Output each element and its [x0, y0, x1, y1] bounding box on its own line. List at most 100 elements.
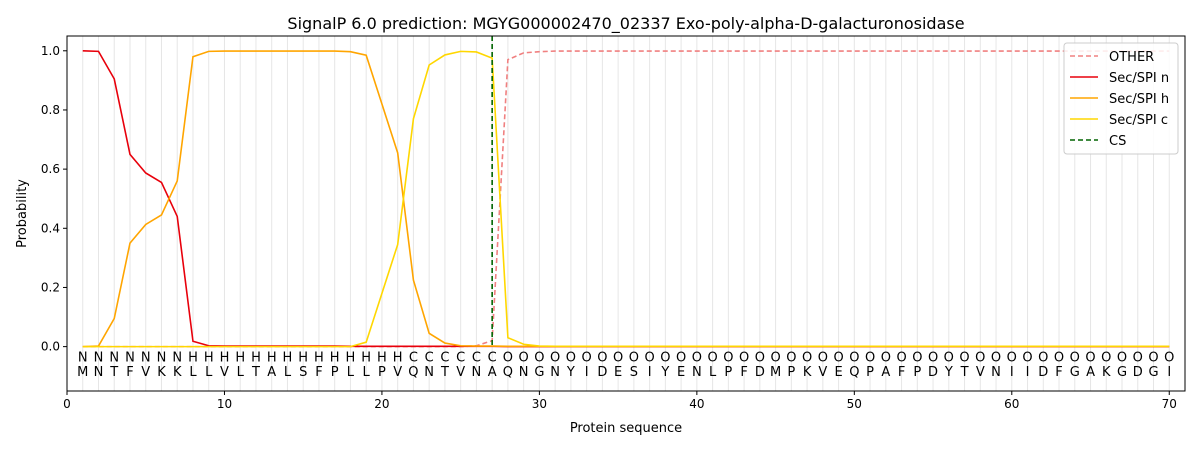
residue-label: A — [1086, 365, 1095, 380]
region-label: O — [1101, 350, 1111, 365]
residue-label: D — [755, 365, 765, 380]
residue-label: N — [94, 365, 104, 380]
residue-label: E — [614, 365, 622, 380]
series-line-sec-spi-h — [82, 50, 1170, 348]
region-label: O — [991, 350, 1001, 365]
region-label: H — [220, 350, 230, 365]
plot-frame — [66, 35, 1186, 392]
residue-label: I — [585, 365, 589, 380]
x-tick-label: 10 — [217, 397, 232, 411]
series-line-other — [82, 50, 1170, 348]
x-tick-label: 30 — [532, 397, 547, 411]
residue-label: T — [251, 365, 260, 380]
residue-label: D — [1133, 365, 1143, 380]
region-label: H — [361, 350, 371, 365]
sequence-annotations: NMNNNTNFNVNKNKHLHLHVHLHTHAHLHSHFHPHLHLHP… — [77, 350, 1174, 380]
region-label: N — [125, 350, 135, 365]
region-label: O — [519, 350, 529, 365]
residue-label: D — [928, 365, 938, 380]
residue-label: P — [913, 365, 921, 380]
legend-label: OTHER — [1109, 50, 1154, 65]
region-label: O — [802, 350, 812, 365]
region-label: O — [1117, 350, 1127, 365]
region-label: O — [707, 350, 717, 365]
residue-label: A — [881, 365, 890, 380]
region-label: H — [377, 350, 387, 365]
x-axis: 0 10 20 30 40 50 60 70 — [63, 391, 1177, 411]
residue-label: L — [709, 365, 717, 380]
legend-label: Sec/SPI n — [1109, 71, 1169, 86]
region-label: O — [849, 350, 859, 365]
residue-label: G — [1148, 365, 1158, 380]
residue-label: L — [189, 365, 197, 380]
region-label: O — [503, 350, 513, 365]
region-label: N — [78, 350, 88, 365]
region-label: H — [283, 350, 293, 365]
residue-label: S — [630, 365, 638, 380]
residue-label: L — [237, 365, 245, 380]
residue-label: K — [1102, 365, 1111, 380]
region-label: H — [251, 350, 261, 365]
residue-label: K — [157, 365, 166, 380]
residue-label: V — [818, 365, 827, 380]
residue-label: P — [787, 365, 795, 380]
region-label: O — [912, 350, 922, 365]
residue-label: T — [109, 365, 118, 380]
region-label: O — [645, 350, 655, 365]
residue-label: Q — [408, 365, 418, 380]
region-label: O — [582, 350, 592, 365]
residue-label: L — [363, 365, 371, 380]
residue-label: P — [724, 365, 732, 380]
y-tick-label: 0.0 — [41, 340, 60, 354]
region-label: O — [723, 350, 733, 365]
residue-label: A — [267, 365, 276, 380]
y-tick-label: 0.4 — [41, 221, 60, 235]
residue-label: D — [1038, 365, 1048, 380]
series-line-sec-spi-c — [82, 50, 1170, 348]
region-label: O — [739, 350, 749, 365]
y-tick-label: 0.2 — [41, 280, 60, 294]
region-label: H — [330, 350, 340, 365]
region-label: O — [1038, 350, 1048, 365]
residue-label: G — [1117, 365, 1127, 380]
series-line-sec-spi-n — [82, 49, 1170, 348]
region-label: O — [1148, 350, 1158, 365]
vertical-grid — [82, 36, 1170, 391]
region-label: O — [786, 350, 796, 365]
region-label: O — [566, 350, 576, 365]
residue-label: M — [77, 365, 88, 380]
residue-label: A — [488, 365, 497, 380]
region-label: H — [393, 350, 403, 365]
legend: OTHER Sec/SPI n Sec/SPI h Sec/SPI c CS — [1063, 42, 1179, 155]
region-label: O — [660, 350, 670, 365]
residue-label: N — [472, 365, 482, 380]
legend-label: Sec/SPI h — [1109, 92, 1169, 107]
y-tick-label: 1.0 — [41, 44, 60, 58]
region-label: O — [692, 350, 702, 365]
region-label: N — [94, 350, 104, 365]
region-label: H — [346, 350, 356, 365]
region-label: O — [881, 350, 891, 365]
region-label: N — [157, 350, 167, 365]
region-label: C — [472, 350, 481, 365]
residue-label: T — [960, 365, 969, 380]
residue-label: K — [173, 365, 182, 380]
region-label: H — [314, 350, 324, 365]
residue-label: E — [834, 365, 842, 380]
region-label: O — [1007, 350, 1017, 365]
region-label: O — [597, 350, 607, 365]
residue-label: F — [1055, 365, 1062, 380]
residue-label: E — [677, 365, 685, 380]
region-label: O — [1164, 350, 1174, 365]
region-label: H — [188, 350, 198, 365]
region-label: O — [676, 350, 686, 365]
region-label: O — [629, 350, 639, 365]
x-tick-label: 70 — [1162, 397, 1177, 411]
residue-label: N — [692, 365, 702, 380]
region-label: N — [109, 350, 119, 365]
chart-title: SignalP 6.0 prediction: MGYG000002470_02… — [287, 14, 964, 34]
residue-label: M — [770, 365, 781, 380]
x-tick-label: 60 — [1004, 397, 1019, 411]
region-label: C — [440, 350, 449, 365]
